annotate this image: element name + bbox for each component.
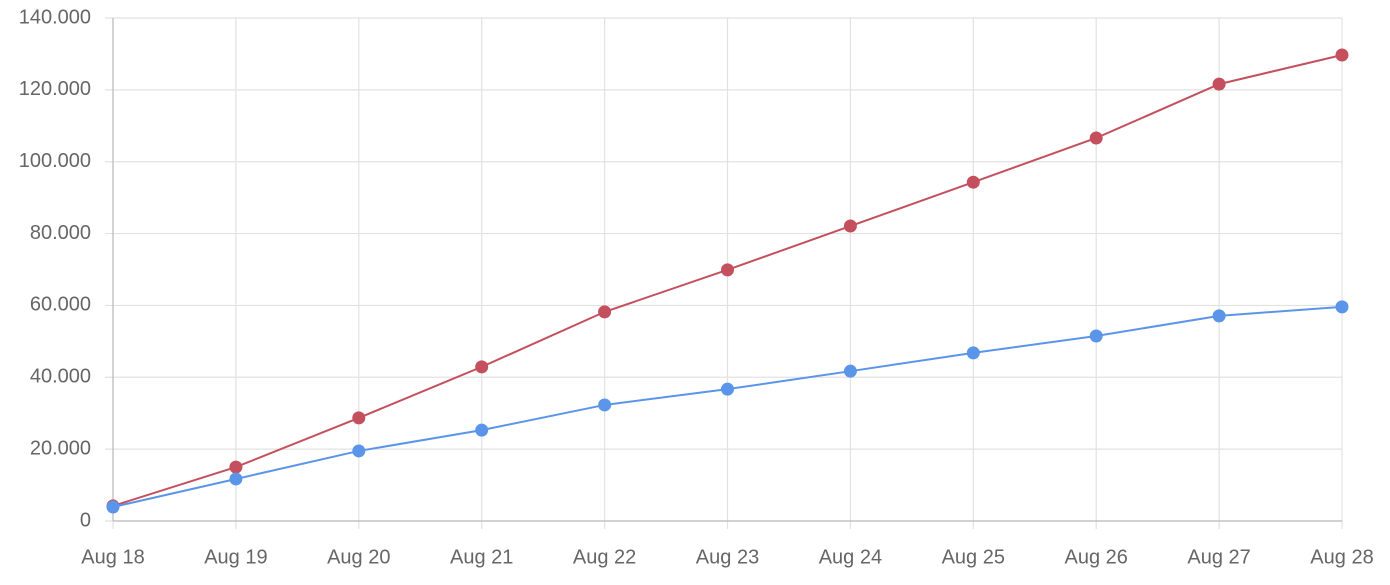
data-point [352,411,366,425]
data-point [966,175,980,189]
x-tick-label: Aug 27 [1187,546,1250,568]
data-point [843,364,857,378]
x-tick-label: Aug 22 [573,546,636,568]
x-tick-label: Aug 26 [1065,546,1128,568]
data-point [352,444,366,458]
x-tick-label: Aug 20 [327,546,390,568]
y-tick-label: 140.000 [19,6,91,28]
x-tick-label: Aug 24 [819,546,882,568]
data-point [966,346,980,360]
y-tick-label: 120.000 [19,78,91,100]
y-tick-label: 100.000 [19,150,91,172]
x-tick-label: Aug 23 [696,546,759,568]
x-tick-label: Aug 19 [204,546,267,568]
data-point [843,219,857,233]
data-point [1335,48,1349,62]
x-tick-label: Aug 28 [1310,546,1373,568]
y-tick-label: 20.000 [30,437,91,459]
data-point [106,500,120,514]
data-point [721,263,734,277]
data-point [1089,329,1103,343]
data-point [721,382,734,396]
data-point [475,360,489,374]
data-point [598,305,612,319]
y-tick-label: 80.000 [30,222,91,244]
y-tick-label: 0 [80,509,91,531]
data-point [1212,77,1226,91]
data-point [598,398,612,412]
data-point [475,423,489,437]
x-tick-label: Aug 25 [942,546,1005,568]
data-point [1089,131,1103,145]
y-tick-label: 60.000 [30,294,91,316]
data-point [1335,300,1349,314]
x-tick-label: Aug 18 [81,546,144,568]
data-point [229,460,243,474]
data-point [229,472,243,486]
data-point [1212,309,1226,323]
x-tick-label: Aug 21 [450,546,513,568]
y-tick-label: 40.000 [30,366,91,388]
